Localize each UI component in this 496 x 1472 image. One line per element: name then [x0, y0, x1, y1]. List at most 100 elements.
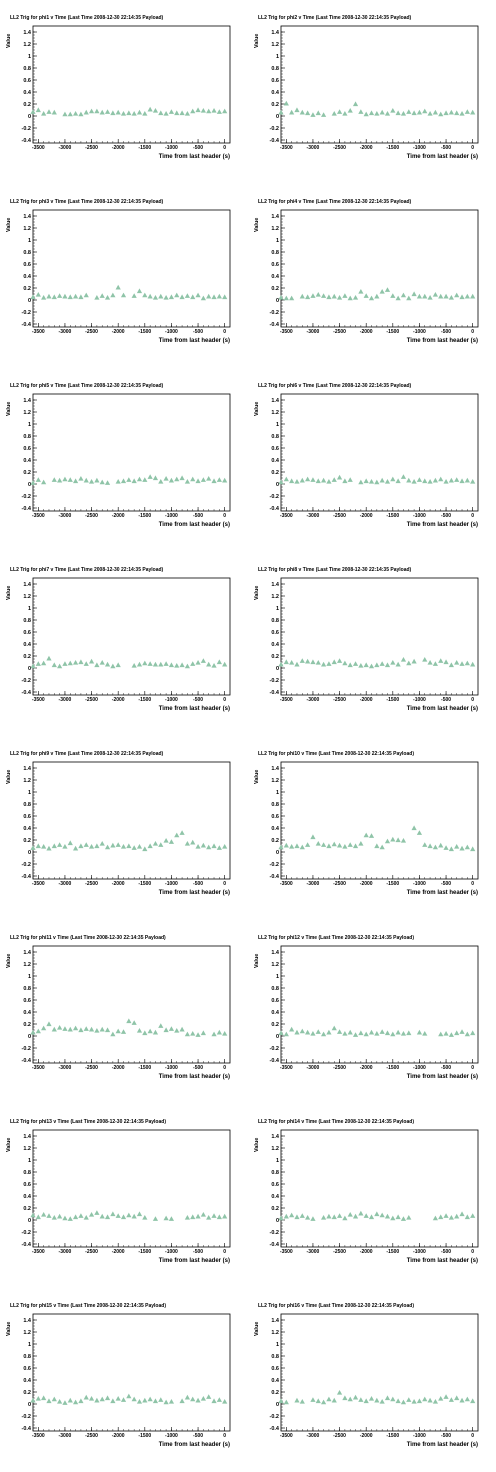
x-tick-label: -3500 [280, 513, 293, 519]
data-point [448, 1215, 454, 1220]
data-point [331, 1397, 337, 1403]
data-point [41, 479, 47, 485]
x-tick-label: -3000 [59, 1433, 72, 1439]
data-point [363, 832, 369, 838]
data-point [395, 1029, 401, 1035]
plot-area: -0.4 -0.2 0 0.2 0.4 0.6 0.8 1 1.2 1.4 -3500 -3000 -2… [22, 209, 231, 335]
x-tick-label: 0 [223, 1065, 226, 1071]
data-point [443, 293, 449, 299]
data-point [363, 1031, 369, 1037]
data-point [400, 657, 407, 662]
data-point [374, 479, 380, 485]
y-tick-label: -0.4 [22, 690, 32, 696]
y-tick-label: 1 [276, 790, 279, 796]
y-tick-label: 0.8 [271, 802, 279, 808]
data-point [443, 110, 449, 116]
x-tick-label: 0 [471, 881, 474, 887]
data-point [88, 658, 95, 664]
data-point [443, 479, 449, 484]
x-tick-label: -1000 [165, 1433, 178, 1439]
x-tick-label: -2000 [360, 697, 373, 703]
data-point [310, 1397, 316, 1402]
data-point [289, 844, 295, 849]
data-point [30, 1029, 36, 1035]
data-point [46, 1021, 52, 1027]
x-tick-label: -2000 [112, 1065, 125, 1071]
data-point [110, 1031, 116, 1037]
data-point [331, 1214, 337, 1220]
x-tick-label: -2000 [112, 513, 125, 519]
y-tick-label: 0.6 [271, 998, 279, 1004]
chart-panel: LL2 Trig for phi6 v Time (Last Time 2008… [248, 368, 496, 552]
data-point [184, 1215, 191, 1220]
data-point [179, 475, 185, 481]
x-tick-label: -3000 [59, 1065, 72, 1071]
data-point [379, 844, 385, 850]
data-point [432, 109, 439, 115]
y-tick-label: 0.4 [271, 826, 280, 832]
data-point [406, 1030, 412, 1036]
x-tick-label: -3000 [307, 145, 320, 151]
data-point [438, 111, 444, 117]
y-tick-label: 1.4 [23, 582, 32, 588]
data-point [115, 284, 121, 290]
chart-title: LL2 Trig for phi13 v Time (Last Time 200… [10, 1119, 166, 1125]
data-point [443, 845, 449, 850]
data-point [470, 109, 476, 115]
data-point [211, 294, 217, 300]
data-point [195, 1213, 201, 1219]
data-point [131, 1213, 137, 1219]
x-tick-label: -3500 [280, 1433, 293, 1439]
data-point [88, 844, 95, 849]
data-point [305, 110, 311, 116]
data-point [41, 1212, 47, 1217]
y-tick-label: 0.4 [23, 1194, 32, 1200]
y-tick-label: 1.2 [271, 226, 279, 232]
data-point [438, 1214, 444, 1220]
data-point [368, 1214, 375, 1220]
x-tick-label: -1500 [386, 513, 399, 519]
data-point [78, 1213, 84, 1218]
data-point [438, 658, 444, 663]
x-tick-label: -500 [441, 145, 451, 151]
data-point [99, 660, 105, 665]
data-point [406, 660, 412, 666]
data-point [320, 1399, 327, 1405]
y-tick-label: 0 [28, 482, 31, 488]
data-point [305, 1215, 311, 1220]
x-tick-label: -3500 [280, 329, 293, 335]
data-point [126, 1393, 132, 1399]
data-point [211, 1398, 217, 1404]
x-tick-label: -2500 [333, 513, 346, 519]
data-point [216, 1214, 222, 1220]
data-point [368, 663, 375, 669]
data-point [211, 478, 217, 484]
data-point [216, 477, 222, 482]
data-point [336, 1390, 343, 1395]
y-tick-label: 1.2 [23, 42, 31, 48]
chart-panel: LL2 Trig for phi4 v Time (Last Time 2008… [248, 184, 496, 368]
data-point [358, 479, 364, 485]
data-point [448, 1032, 454, 1037]
data-point [46, 293, 52, 299]
y-tick-label: 0 [276, 1034, 279, 1040]
y-tick-label: 1 [28, 238, 31, 244]
x-tick-label: 0 [471, 1249, 474, 1255]
data-point [310, 477, 316, 482]
data-point [368, 1029, 375, 1035]
y-tick-label: 0.2 [23, 1390, 31, 1396]
data-point [30, 294, 36, 300]
data-point [464, 477, 470, 483]
x-tick-label: -500 [193, 1065, 203, 1071]
data-point [289, 660, 295, 665]
x-axis-label: Time from last header (s) [158, 1442, 230, 1448]
data-point [41, 660, 47, 666]
x-axis-label: Time from last header (s) [406, 1442, 478, 1448]
x-tick-label: -1000 [165, 881, 178, 887]
data-point [289, 478, 295, 484]
data-point [195, 107, 201, 113]
x-tick-label: -2500 [85, 513, 98, 519]
data-point [411, 658, 417, 664]
data-point [278, 844, 284, 850]
data-point [374, 293, 380, 299]
